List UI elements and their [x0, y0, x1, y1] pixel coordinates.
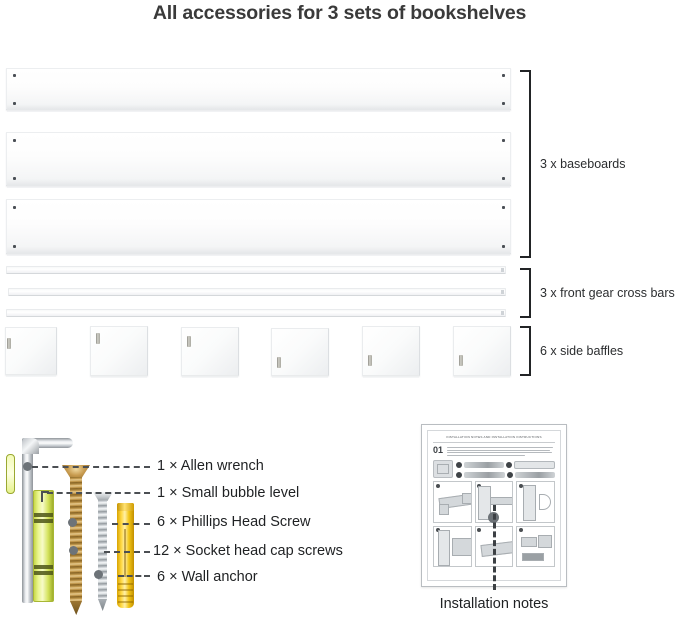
screw-hole-icon: [13, 139, 16, 142]
bracket-cross-bars: [520, 268, 531, 318]
baseboard-panel: [6, 199, 511, 256]
bullet-c-icon: [505, 461, 512, 468]
cross-bar: [6, 309, 506, 317]
sheet-part-bar-icon: [464, 471, 505, 478]
sheet-title: INSTALLATION NOTES AND INSTALLATION INST…: [433, 435, 555, 443]
side-baffle: [453, 326, 511, 378]
sheet-part-item: [456, 460, 555, 469]
screw-hole-icon: [502, 245, 505, 248]
sheet-part-panel-icon: [433, 460, 453, 479]
screw-hole-icon: [13, 102, 16, 105]
panel-number-icon: [518, 528, 523, 533]
side-baffle: [271, 328, 329, 378]
hardware-label-phillips-head-screw: 6 × Phillips Head Screw: [157, 514, 311, 530]
hardware-label-allen-wrench: 1 × Allen wrench: [157, 458, 264, 474]
group-label-baseboards: 3 x baseboards: [540, 157, 626, 171]
instruction-panel: [516, 481, 555, 523]
panel-number-icon: [477, 528, 482, 533]
cross-bar: [6, 266, 506, 274]
baffle-slot-icon: [7, 338, 11, 349]
screw-hole-icon: [502, 74, 505, 77]
leader-line-socket-head-cap-screws: [104, 551, 150, 553]
cross-bar-cap: [501, 311, 504, 315]
instruction-panel: [433, 525, 472, 568]
sheet-part-item: [456, 471, 555, 478]
instruction-panel: [474, 481, 514, 523]
baffle-slot-icon: [187, 336, 191, 347]
cross-bar-cap: [501, 268, 504, 272]
sheet-step-block: 01: [433, 443, 555, 459]
hardware-label-socket-head-cap-screws: 12 × Socket head cap screws: [153, 543, 343, 559]
side-baffle: [181, 327, 239, 378]
group-label-cross-bars: 3 x front gear cross bars: [540, 286, 675, 300]
leader-dot: [23, 462, 32, 471]
group-label-side-baffles: 6 x side baffles: [540, 344, 624, 358]
leader-line-bubble-level: [47, 492, 150, 494]
sheet-step-number: 01: [433, 445, 444, 455]
leader-line-wall-anchor: [118, 575, 150, 577]
sheet-part-anchor-icon: [514, 471, 555, 478]
sheet-leader-line: [493, 505, 496, 590]
sheet-part-bar-icon: [464, 461, 504, 468]
panel-number-icon: [435, 483, 440, 488]
sheet-part-box-icon: [513, 460, 555, 469]
cross-bar: [8, 288, 506, 296]
hardware-label-bubble-level: 1 × Small bubble level: [157, 485, 300, 501]
panel-number-icon: [435, 528, 440, 533]
screw-hole-icon: [502, 102, 505, 105]
baffle-slot-icon: [277, 357, 281, 368]
leader-dot: [68, 518, 77, 527]
leader-line-phillips-head-screw: [112, 523, 150, 525]
bullet-a-icon: [456, 461, 462, 468]
panel-number-icon: [518, 483, 523, 488]
hardware-label-wall-anchor: 6 × Wall anchor: [157, 569, 258, 585]
instruction-panel: [516, 525, 555, 568]
sheet-step-text: [447, 446, 555, 457]
bullet-b-icon: [456, 471, 462, 478]
bracket-side-baffles: [520, 326, 531, 376]
screw-hole-icon: [13, 74, 16, 77]
side-baffle: [90, 326, 148, 378]
screw-hole-icon: [13, 245, 16, 248]
sheet-instruction-grid: [433, 481, 555, 568]
baffle-slot-icon: [459, 355, 463, 366]
bracket-baseboards: [520, 70, 531, 258]
bullet-d-icon: [506, 471, 513, 478]
side-baffle: [5, 327, 57, 377]
baseboard-panel: [6, 132, 511, 188]
leader-dot: [94, 570, 103, 579]
screw-hole-icon: [13, 206, 16, 209]
sheet-parts-row: [433, 459, 555, 481]
screw-hole-icon: [502, 139, 505, 142]
screw-hole-icon: [502, 177, 505, 180]
screw-hole-icon: [13, 177, 16, 180]
leader-line-allen-wrench: [32, 466, 150, 468]
screw-hole-icon: [502, 206, 505, 209]
baseboard-panel: [6, 68, 511, 112]
page-title: All accessories for 3 sets of bookshelve…: [152, 2, 527, 24]
sheet-caption: Installation notes: [439, 596, 549, 612]
baffle-slot-icon: [96, 333, 100, 344]
instruction-panel: [433, 481, 472, 523]
hardware-section: 1 × Allen wrench 1 × Small bubble level …: [0, 420, 390, 621]
leader-bracket-bubble-level: [41, 491, 49, 502]
baffle-slot-icon: [368, 355, 372, 366]
panel-number-icon: [477, 483, 482, 488]
side-baffle: [362, 326, 420, 378]
cross-bar-cap: [501, 290, 504, 294]
leader-dot: [69, 546, 78, 555]
